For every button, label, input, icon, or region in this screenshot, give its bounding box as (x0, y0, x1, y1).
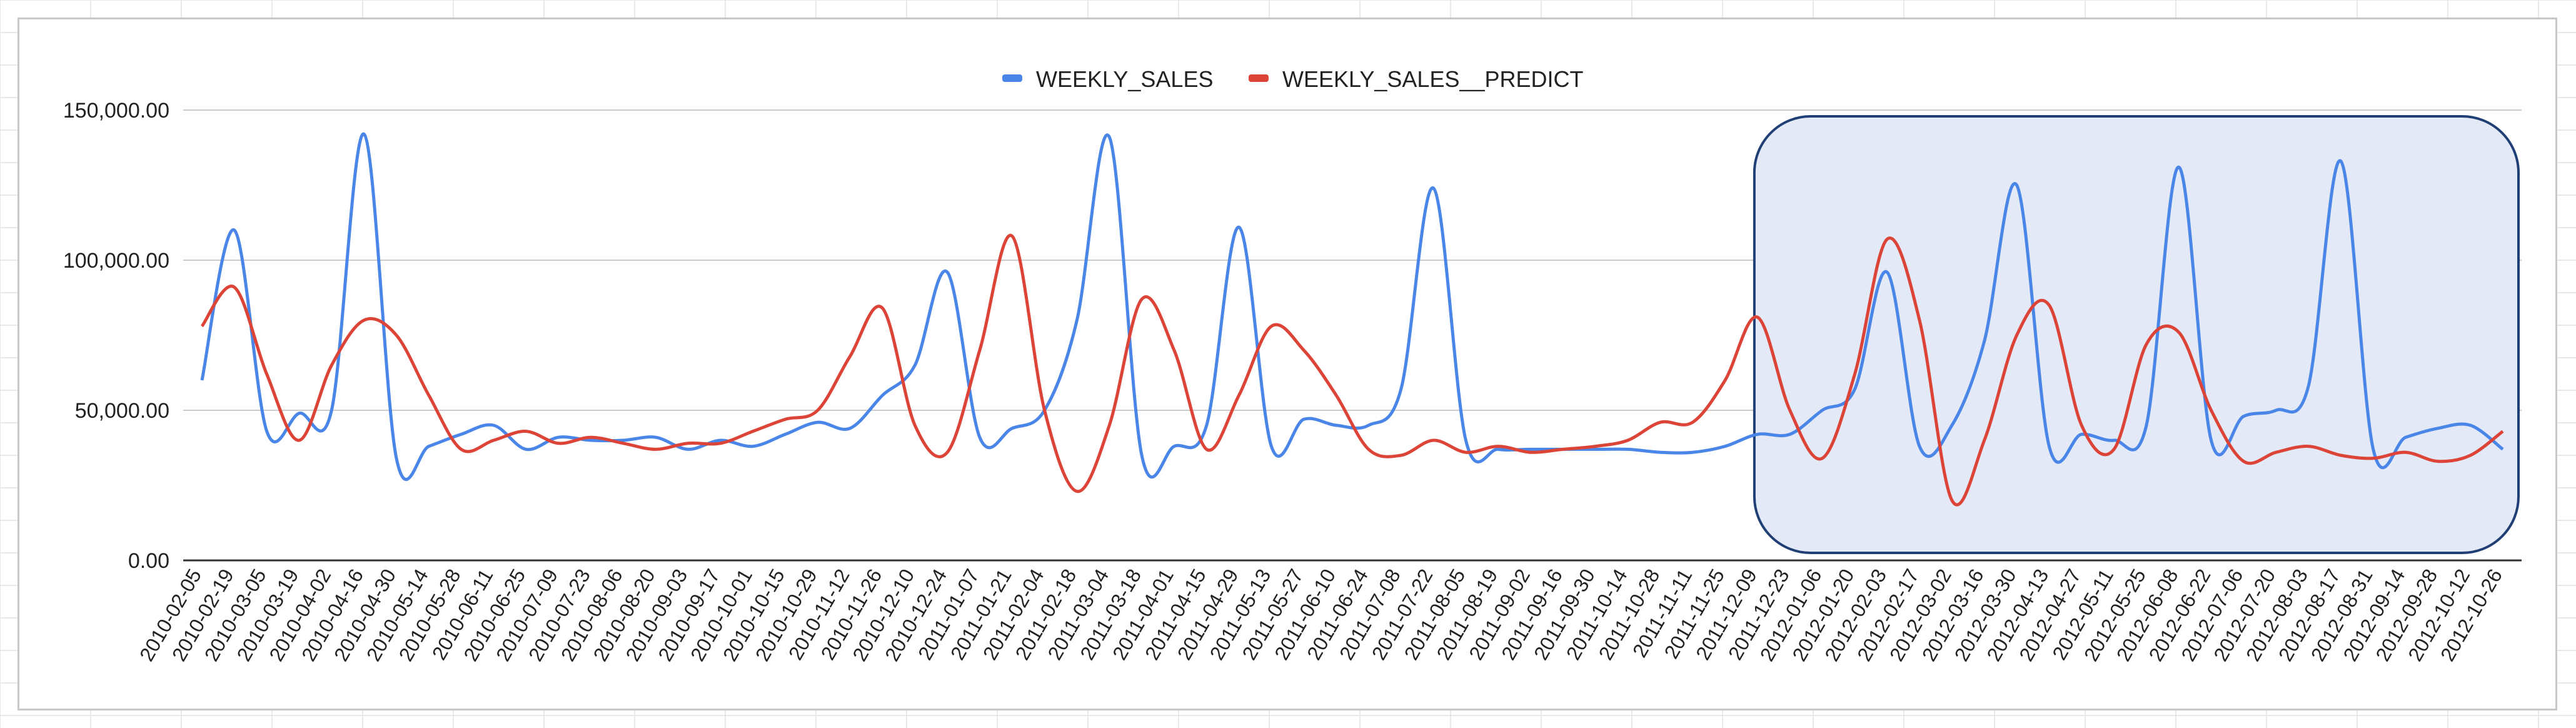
series-layer (200, 132, 2504, 507)
y-tick-label: 150,000.00 (63, 99, 169, 123)
series-line-weekly-sales-predict[interactable] (200, 233, 2504, 507)
y-tick-label: 100,000.00 (63, 249, 169, 273)
y-tick-label: 50,000.00 (75, 399, 169, 423)
legend-swatch-weekly-sales-predict (1249, 74, 1269, 82)
x-axis-tick-labels: 2010-02-052010-02-192010-03-052010-03-19… (135, 565, 2507, 665)
legend-label-weekly-sales: WEEKLY_SALES (1036, 66, 1213, 92)
line-chart: WEEKLY_SALES WEEKLY_SALES__PREDICT 0.00 5… (63, 66, 2522, 665)
legend-label-weekly-sales-predict: WEEKLY_SALES__PREDICT (1282, 66, 1584, 92)
series-line-weekly-sales[interactable] (200, 132, 2504, 481)
chart-legend: WEEKLY_SALES WEEKLY_SALES__PREDICT (1002, 66, 1584, 92)
y-tick-label: 0.00 (128, 549, 169, 573)
legend-swatch-weekly-sales (1002, 74, 1022, 82)
chart-container[interactable]: WEEKLY_SALES WEEKLY_SALES__PREDICT 0.00 5… (18, 18, 2557, 710)
y-axis-tick-labels: 0.00 50,000.00 100,000.00 150,000.00 (63, 99, 169, 573)
